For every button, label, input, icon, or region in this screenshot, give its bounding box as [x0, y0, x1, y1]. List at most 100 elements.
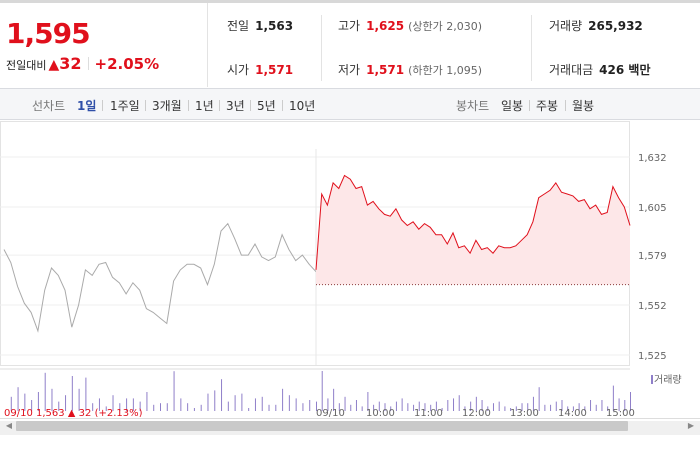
- volume-bar: [24, 393, 26, 411]
- volume-bar: [595, 404, 597, 411]
- volume-bar: [584, 406, 586, 411]
- tab-1-year[interactable]: 1년: [195, 99, 214, 113]
- tab-5-years[interactable]: 5년: [257, 99, 276, 113]
- top-border: [0, 0, 700, 3]
- divider: [565, 100, 566, 111]
- volume-bar: [430, 404, 432, 411]
- prev-day-line: [3, 222, 317, 333]
- volume-bar: [112, 395, 114, 411]
- tab-3-years[interactable]: 3년: [226, 99, 245, 113]
- scroll-thumb[interactable]: [16, 421, 628, 431]
- lower-limit: (하한가 1,095): [408, 64, 482, 77]
- tab-1-day[interactable]: 1일: [77, 99, 97, 113]
- volume-bar: [390, 406, 392, 411]
- x-tick-label: 15:00: [606, 408, 635, 417]
- line-chart-label: 선차트: [32, 99, 66, 113]
- volume-bar: [578, 403, 580, 411]
- volume-bar: [338, 403, 340, 411]
- price-chart[interactable]: 1,632 1,605 1,579 1,552 1,525 거래량 09/10 1,563 …: [0, 121, 700, 419]
- volume-bar: [321, 371, 323, 411]
- tab-daily-candle[interactable]: 일봉: [501, 99, 524, 113]
- volume-bar: [207, 393, 209, 411]
- volume-label: 거래량: [549, 19, 583, 33]
- price-summary: 1,595 전일대비 ▲32 +2.05%: [0, 3, 208, 87]
- right-arrow-icon[interactable]: ▶: [687, 421, 695, 430]
- volume-bar: [214, 390, 216, 411]
- volume-bar: [350, 404, 352, 411]
- tab-10-years[interactable]: 10년: [289, 99, 316, 113]
- volume-bar: [612, 385, 614, 411]
- tab-monthly-candle[interactable]: 월봉: [572, 99, 595, 113]
- volume-bar: [538, 387, 540, 411]
- volume-bar: [395, 401, 397, 411]
- x-tick-label: 14:00: [558, 408, 587, 417]
- volume-bar: [261, 396, 263, 411]
- volume-bar: [71, 376, 73, 411]
- amount-label: 거래대금: [549, 63, 594, 77]
- divider: [145, 100, 146, 111]
- volume-bar: [487, 406, 489, 411]
- chart-scrollbar[interactable]: ◀ ▶: [0, 418, 700, 450]
- volume-bar: [327, 398, 329, 411]
- volume-bar: [146, 392, 148, 411]
- volume-bar: [98, 398, 100, 411]
- low-label: 저가: [338, 63, 361, 77]
- trade-amount: 거래대금 426 백만: [549, 61, 650, 78]
- volume-bar: [316, 406, 317, 411]
- divider: [250, 100, 251, 111]
- y-tick-label: 1,632: [638, 153, 667, 164]
- volume-bar: [10, 396, 12, 411]
- change-value: 32: [59, 54, 82, 73]
- divider: [321, 15, 322, 81]
- divider: [529, 100, 530, 111]
- volume-bar: [498, 401, 500, 411]
- volume-bar: [510, 408, 512, 411]
- left-arrow-icon[interactable]: ◀: [5, 421, 13, 430]
- volume-bar: [17, 387, 19, 411]
- volume-bar: [241, 393, 243, 411]
- high-label: 고가: [338, 19, 361, 33]
- volume-bar: [378, 401, 380, 411]
- volume-bar: [373, 404, 375, 411]
- volume-bar: [248, 408, 250, 411]
- open: 시가 1,571: [227, 61, 293, 78]
- change-percent: +2.05%: [94, 55, 160, 73]
- volume-bar: [590, 400, 592, 411]
- volume-bar: [160, 403, 161, 411]
- x-tick-label: 10:00: [366, 408, 395, 417]
- volume-bar: [521, 403, 523, 411]
- volume-bar: [630, 392, 631, 411]
- volume-bar: [234, 395, 236, 411]
- volume-bar: [51, 388, 53, 411]
- candle-chart-label: 봉차트: [456, 99, 490, 113]
- today-area-fill: [316, 175, 630, 285]
- volume-bar: [572, 406, 574, 411]
- volume-bar: [418, 401, 420, 411]
- divider: [188, 100, 189, 111]
- volume-bar: [288, 395, 290, 411]
- volume: 거래량 265,932: [549, 17, 643, 34]
- volume-value: 265,932: [588, 19, 643, 33]
- volume-bar: [37, 392, 39, 411]
- volume-bar: [544, 404, 546, 411]
- volume-bar: [435, 401, 437, 411]
- volume-bar: [275, 404, 277, 411]
- tab-weekly-candle[interactable]: 주봉: [536, 99, 559, 113]
- volume-bar: [173, 371, 175, 411]
- tab-3-months[interactable]: 3개월: [152, 99, 182, 113]
- volume-bar: [464, 406, 466, 411]
- volume-bar: [139, 401, 141, 411]
- volume-bar: [624, 400, 626, 411]
- high-value: 1,625: [366, 19, 405, 33]
- volume-bar: [126, 398, 128, 411]
- volume-bar: [504, 406, 506, 411]
- volume-bar: [470, 401, 472, 411]
- low-value: 1,571: [366, 63, 405, 77]
- volume-bar: [282, 388, 284, 411]
- volume-bar: [458, 395, 460, 411]
- volume-bar: [555, 401, 557, 411]
- x-tick-label: 09/10: [316, 408, 345, 417]
- change-row: 전일대비 ▲32 +2.05%: [6, 54, 159, 73]
- tab-1-week[interactable]: 1주일: [110, 99, 140, 113]
- volume-bar: [31, 400, 33, 411]
